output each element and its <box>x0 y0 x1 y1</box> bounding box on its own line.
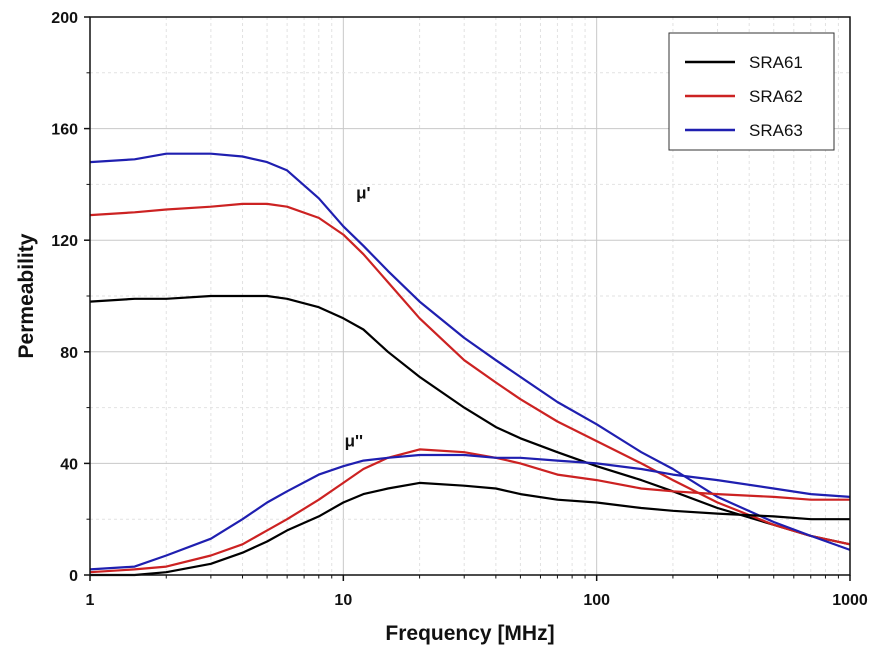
legend-label-sra63: SRA63 <box>749 121 803 140</box>
y-tick-label: 200 <box>51 10 78 27</box>
series-line-sra63-mu-real <box>89 152 851 551</box>
x-tick-label: 1 <box>86 592 95 609</box>
series-line-sra62-mu-imag <box>89 448 850 574</box>
series-line-sra63-mu-imag <box>89 453 851 571</box>
y-tick-label: 40 <box>60 456 78 473</box>
series-line-sra62-mu-real <box>89 202 851 546</box>
y-tick-label: 160 <box>51 122 78 139</box>
y-axis-title: Permeability <box>15 233 38 358</box>
series-line-sra61-mu-real <box>89 294 851 546</box>
y-tick-label: 0 <box>69 568 78 585</box>
legend: SRA61 SRA62 SRA63 <box>668 32 835 151</box>
x-tick-label: 100 <box>583 592 610 609</box>
legend-label-sra61: SRA61 <box>749 53 803 72</box>
annotations: μ' μ'' <box>345 183 371 450</box>
x-tick-label: 1000 <box>832 592 868 609</box>
ticks: 1 10 100 1000 0 40 80 120 160 200 <box>51 10 868 609</box>
annotation-mu-imag: μ'' <box>345 432 364 451</box>
grid <box>90 17 850 575</box>
x-tick-label: 10 <box>334 592 352 609</box>
annotation-mu-real: μ' <box>356 183 370 202</box>
y-tick-label: 120 <box>51 233 78 250</box>
series-line-sra61-mu-imag <box>90 481 850 577</box>
legend-label-sra62: SRA62 <box>749 87 803 106</box>
x-axis-title: Frequency [MHz] <box>385 622 554 645</box>
y-tick-label: 80 <box>60 345 78 362</box>
series-group <box>89 152 851 577</box>
